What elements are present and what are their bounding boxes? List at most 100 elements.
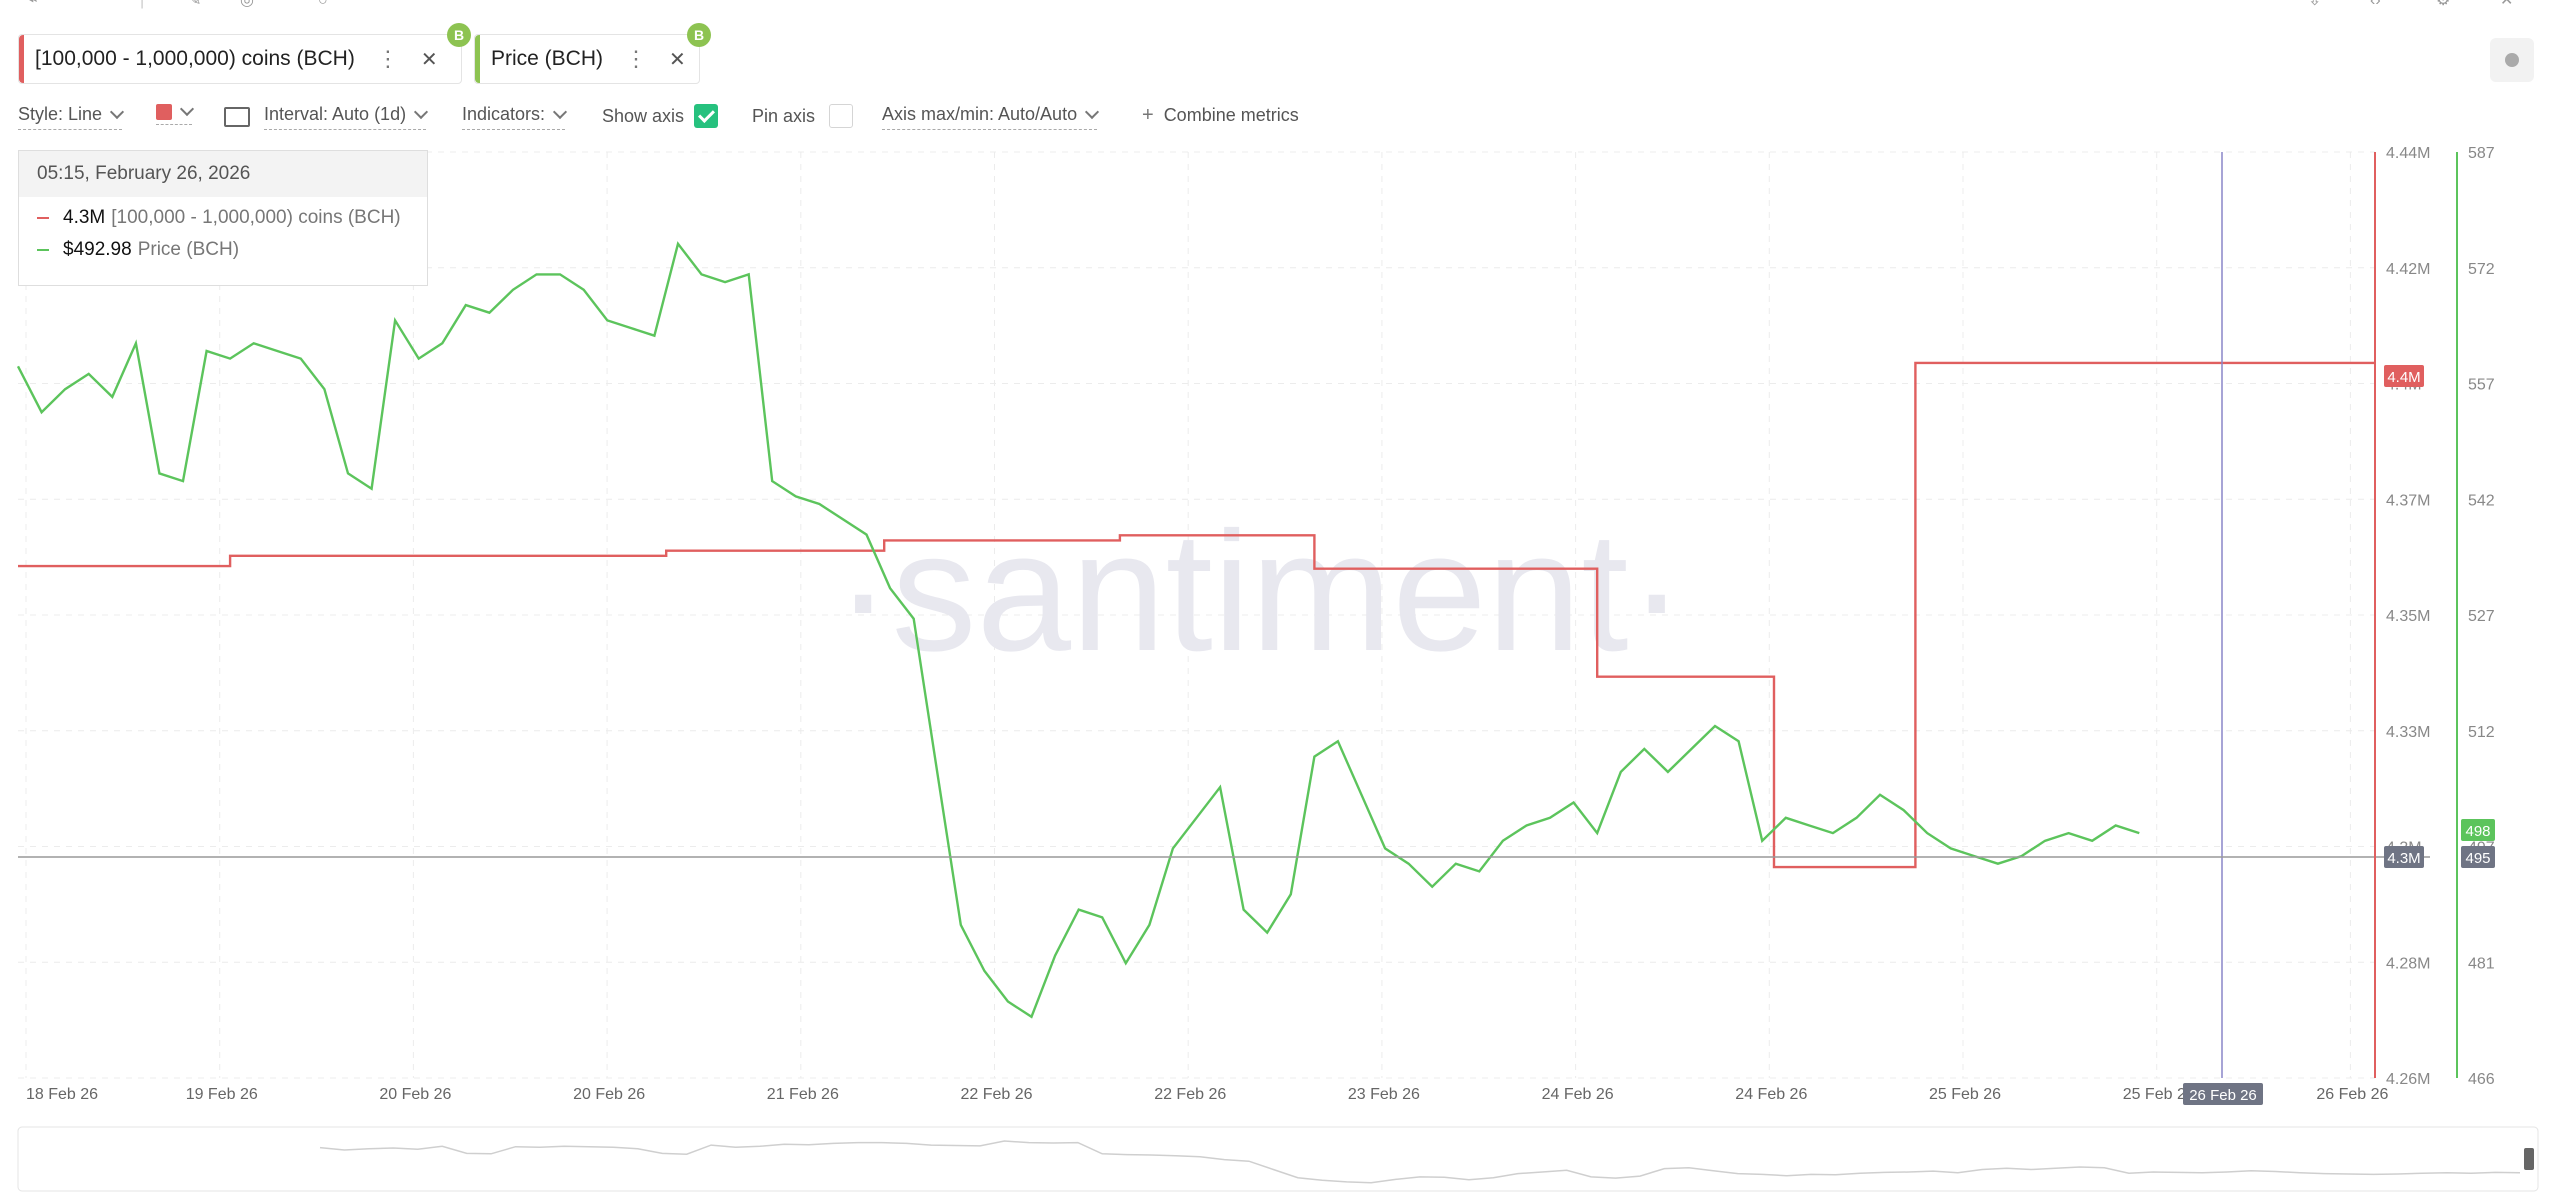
x-tick-label: 19 Feb 26 xyxy=(186,1086,258,1103)
holders-last-badge: 4.4M xyxy=(2387,369,2420,386)
color-swatch xyxy=(156,104,172,120)
y-tick-label-left: 4.28M xyxy=(2386,955,2430,972)
price-last-badge: 498 xyxy=(2465,823,2490,840)
embed-icon[interactable]: ‹› xyxy=(2370,0,2381,9)
combine-label: Combine metrics xyxy=(1163,105,1299,125)
price-cross-badge-bg xyxy=(2461,846,2495,868)
bch-coin-icon: B xyxy=(687,23,711,47)
x-tick-label: 21 Feb 26 xyxy=(767,1086,839,1103)
show-axis-label: Show axis xyxy=(602,105,685,126)
tooltip-metric-name: [100,000 - 1,000,000) coins (BCH) xyxy=(111,207,401,228)
price-last-badge-bg xyxy=(2461,819,2495,841)
y-tick-label-right: 512 xyxy=(2468,724,2495,741)
ruler-icon xyxy=(224,107,250,127)
x-tick-label: 24 Feb 26 xyxy=(1542,1086,1614,1103)
settings-icon[interactable]: ⚙ xyxy=(2436,0,2451,9)
download-icon[interactable]: ⇩ xyxy=(2308,0,2322,9)
holders-cross-badge: 4.3M xyxy=(2387,850,2420,867)
axis-maxmin-dropdown[interactable]: Axis max/min: Auto/Auto xyxy=(882,104,1100,130)
style-dropdown[interactable]: Style: Line xyxy=(18,104,125,130)
y-tick-label-right: 481 xyxy=(2468,955,2495,972)
x-tick-label: 22 Feb 26 xyxy=(961,1086,1033,1103)
y-tick-label-left: 4.26M xyxy=(2386,1071,2430,1088)
y-tick-label-left: 4.42M xyxy=(2386,261,2430,278)
tooltip-row-holders: 4.3M [100,000 - 1,000,000) coins (BCH) xyxy=(19,207,427,229)
checkbox-unchecked-icon[interactable] xyxy=(829,104,854,128)
chart-tooltip: 05:15, February 26, 2026 4.3M [100,000 -… xyxy=(18,150,428,286)
tooltip-metric-name: Price (BCH) xyxy=(137,239,240,260)
close-icon[interactable]: ✕ xyxy=(2500,0,2514,9)
crosshair-x-badge: 26 Feb 26 xyxy=(2189,1087,2257,1104)
chart-navigator[interactable] xyxy=(17,1126,2539,1192)
edit-icon[interactable]: ✎ xyxy=(188,0,202,9)
metric-tab-holders[interactable]: [100,000 - 1,000,000) coins (BCH) ⋮ ✕ B xyxy=(18,23,471,84)
indicators-dropdown[interactable]: Indicators: xyxy=(462,104,568,130)
y-tick-label-right: 542 xyxy=(2468,492,2495,509)
record-button[interactable] xyxy=(2490,38,2534,82)
y-tick-label-left: 4.37M xyxy=(2386,492,2430,509)
plus-icon: + xyxy=(1142,104,1154,126)
price-cross-badge: 495 xyxy=(2465,850,2490,867)
more-icon[interactable]: ⋮ xyxy=(376,46,399,71)
price-line xyxy=(16,241,2140,1019)
x-tick-label: 18 Feb 26 xyxy=(26,1086,98,1103)
navigator-handle xyxy=(2524,1148,2534,1170)
top-toolbar: ⌁ | ✎ ◎ ○ ⇩ ‹› ⚙ ✕ xyxy=(0,0,2560,14)
close-icon[interactable]: ✕ xyxy=(669,48,686,71)
chart-grid xyxy=(18,151,2375,1079)
info-icon[interactable]: ○ xyxy=(318,0,328,9)
navigator-preview-line xyxy=(319,1140,2521,1184)
axis-maxmin-label: Axis max/min: Auto/Auto xyxy=(882,104,1078,124)
pin-axis-toggle[interactable]: Pin axis xyxy=(752,104,854,128)
y-tick-label-left: 4.44M xyxy=(2386,145,2430,162)
y-tick-label-right: 527 xyxy=(2468,608,2495,625)
metric-color-bar xyxy=(475,35,480,83)
show-axis-toggle[interactable]: Show axis xyxy=(602,104,719,128)
x-tick-label: 23 Feb 26 xyxy=(1348,1086,1420,1103)
y-tick-label-left: 4.35M xyxy=(2386,608,2430,625)
legend-line-icon xyxy=(37,217,49,219)
more-icon[interactable]: ⋮ xyxy=(625,46,648,71)
x-tick-label: 22 Feb 26 xyxy=(1154,1086,1226,1103)
toolbar-divider: | xyxy=(140,0,145,9)
x-tick-label: 25 Feb 26 xyxy=(2123,1086,2195,1103)
y-tick-label-right: 466 xyxy=(2468,1071,2495,1088)
pin-axis-label: Pin axis xyxy=(752,105,816,126)
y-tick-label-left: 4.33M xyxy=(2386,724,2430,741)
holders-line xyxy=(18,361,2375,869)
holders-last-badge-bg xyxy=(2384,365,2424,387)
holders-cross-badge-bg xyxy=(2384,846,2424,868)
combine-metrics-button[interactable]: + Combine metrics xyxy=(1142,104,1299,127)
watermark: ·santiment· xyxy=(835,497,1685,687)
metric-tab-label: [100,000 - 1,000,000) coins (BCH) xyxy=(35,47,355,70)
share-icon[interactable]: ⌁ xyxy=(28,0,38,9)
bch-coin-icon: B xyxy=(447,23,471,47)
interval-dropdown[interactable]: Interval: Auto (1d) xyxy=(224,104,429,130)
navigator-frame xyxy=(17,1126,2539,1192)
metric-tab-price[interactable]: Price (BCH) ⋮ ✕ B xyxy=(474,23,711,84)
checkbox-checked-icon[interactable] xyxy=(694,104,719,128)
chart-axes: 18 Feb 26 19 Feb 26 20 Feb 26 20 Feb 26 21 F… xyxy=(18,145,2495,1105)
tooltip-row-price: $492.98 Price (BCH) xyxy=(19,239,427,261)
close-icon[interactable]: ✕ xyxy=(420,48,438,71)
y-tick-label-right: 572 xyxy=(2468,261,2495,278)
x-tick-label: 26 Feb 26 xyxy=(2316,1086,2388,1103)
x-tick-label: 20 Feb 26 xyxy=(379,1086,451,1103)
interval-label: Interval: Auto (1d) xyxy=(264,104,407,124)
alert-icon[interactable]: ◎ xyxy=(240,0,254,9)
tooltip-value: $492.98 xyxy=(63,239,132,260)
x-tick-label: 20 Feb 26 xyxy=(573,1086,645,1103)
y-tick-label-right: 557 xyxy=(2468,377,2495,394)
y-tick-label-right: 587 xyxy=(2468,145,2495,162)
chart-series xyxy=(16,241,2375,1019)
tooltip-date: 05:15, February 26, 2026 xyxy=(19,151,427,197)
indicators-label: Indicators: xyxy=(462,104,546,124)
metric-tab-label: Price (BCH) xyxy=(491,47,604,70)
metric-color-bar xyxy=(19,35,24,83)
tooltip-value: 4.3M xyxy=(63,207,106,228)
legend-line-icon xyxy=(37,249,49,251)
color-picker[interactable] xyxy=(156,101,195,125)
x-tick-label: 24 Feb 26 xyxy=(1735,1086,1807,1103)
crosshair-x-badge-bg xyxy=(2183,1083,2263,1105)
